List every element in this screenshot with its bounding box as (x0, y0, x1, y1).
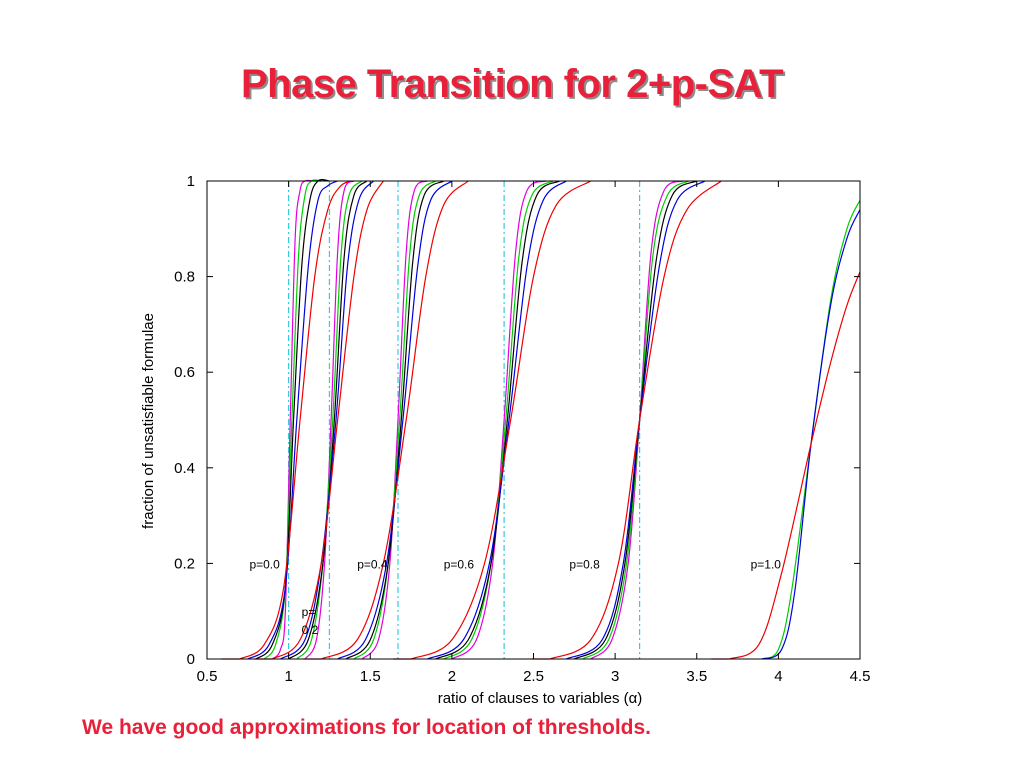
series-line (549, 180, 722, 660)
group-labels: p=0.0 p= 0.2 p=0.4 p=0.6 p=0.8 p=1.0 (249, 557, 781, 637)
slide-title: Phase Transition for 2+p-SAT (240, 62, 784, 106)
x-axis-label: ratio of clauses to variables (α) (438, 690, 643, 707)
y-tick-labels: 0 0.2 0.4 0.6 0.8 1 (174, 173, 195, 668)
plot-frame (206, 180, 861, 660)
series-line (435, 180, 560, 660)
x-tick-label: 0.5 (197, 668, 218, 685)
y-tick-label: 0 (187, 651, 195, 668)
series-line (729, 271, 861, 660)
x-tick-label: 2 (448, 668, 456, 685)
series-line (573, 180, 698, 660)
group-label: p=1.0 (751, 557, 782, 571)
series-line (320, 180, 469, 660)
x-tick-label: 4 (774, 668, 782, 685)
x-tick-label: 1 (284, 668, 292, 685)
series-line (427, 180, 567, 660)
series-line (337, 180, 453, 660)
y-tick-label: 0.2 (174, 555, 195, 572)
series-line (353, 180, 436, 660)
x-tick-label: 1.5 (360, 668, 381, 685)
group-label: p=0.4 (357, 557, 388, 571)
group-label: p= (302, 605, 316, 619)
series-line (361, 180, 428, 660)
x-tick-label: 4.5 (850, 668, 871, 685)
y-tick-label: 0.6 (174, 364, 195, 381)
series-line (271, 180, 384, 660)
y-tick-label: 1 (187, 173, 195, 190)
group-label: p=0.8 (569, 557, 600, 571)
curves (221, 178, 861, 660)
series-line (263, 179, 322, 660)
y-tick-label: 0.8 (174, 269, 195, 286)
series-line (255, 178, 330, 660)
series-line (565, 180, 706, 660)
series-line (288, 180, 368, 660)
y-axis-label: fraction of unsatisfiable formulae (140, 313, 157, 529)
x-tick-label: 3 (611, 668, 619, 685)
x-tick-label: 2.5 (523, 668, 544, 685)
group-label: p=0.6 (444, 557, 475, 571)
series-line (247, 180, 338, 660)
series-line (271, 179, 322, 660)
series-line (280, 180, 374, 660)
series-line (239, 180, 355, 660)
series-line (443, 180, 554, 660)
series-line (582, 180, 689, 660)
series-line (296, 180, 363, 660)
group-label: 0.2 (302, 623, 319, 637)
series-line (345, 180, 445, 660)
series-line (410, 180, 591, 660)
footer-note: We have good approximations for location… (82, 716, 651, 739)
x-tick-labels: 0.5 1 1.5 2 2.5 3 3.5 4 4.5 (197, 668, 871, 685)
series-line (304, 180, 355, 660)
series-line (451, 180, 547, 660)
y-tick-label: 0.4 (174, 460, 195, 477)
group-label: p=0.0 (249, 557, 280, 571)
axis-ticks (206, 180, 861, 660)
x-tick-label: 3.5 (686, 668, 707, 685)
